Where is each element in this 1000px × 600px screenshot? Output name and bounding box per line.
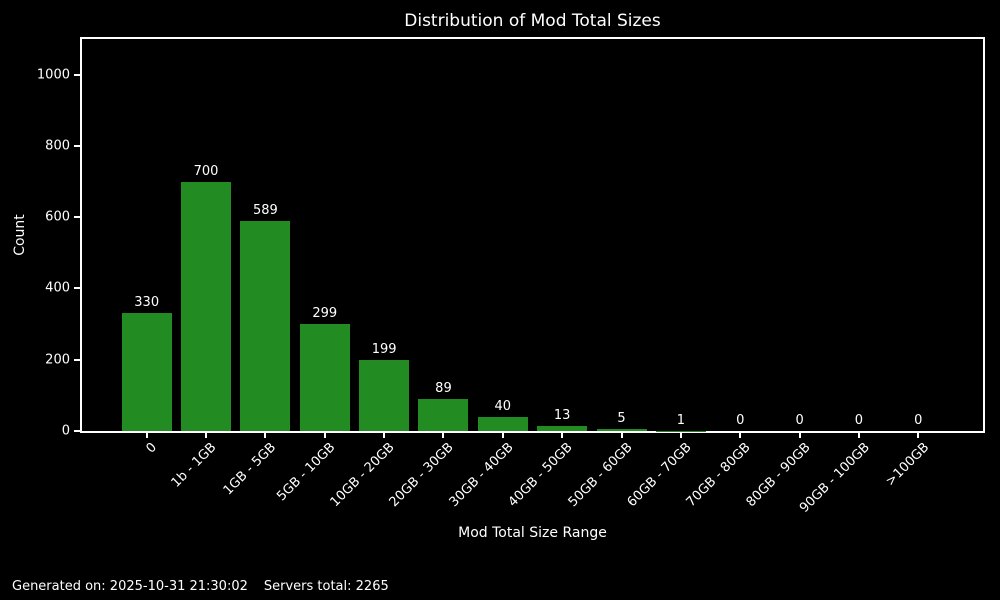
- y-tick-label-4: 800: [45, 138, 70, 154]
- bar-6: [477, 416, 528, 431]
- bar-3: [299, 324, 350, 431]
- x-tick-mark-11: [798, 433, 801, 438]
- y-tick-mark-0: [74, 430, 80, 432]
- x-tick-mark-9: [679, 433, 682, 438]
- generated-timestamp: Generated on: 2025-10-31 21:30:02: [12, 579, 248, 594]
- bar-value-label-0: 330: [134, 295, 160, 311]
- x-tick-mark-1: [205, 433, 208, 438]
- bar-value-label-8: 5: [617, 411, 626, 427]
- y-tick-label-1: 200: [45, 352, 70, 368]
- bar-value-label-1: 700: [193, 163, 219, 179]
- x-tick-mark-2: [264, 433, 267, 438]
- bar-2: [240, 221, 291, 431]
- bar-value-label-7: 13: [553, 408, 571, 424]
- bar-value-label-3: 299: [312, 306, 338, 322]
- x-tick-mark-13: [917, 433, 920, 438]
- x-tick-mark-5: [442, 433, 445, 438]
- x-tick-label-13: >100GB: [882, 440, 932, 490]
- x-tick-mark-4: [383, 433, 386, 438]
- bar-7: [537, 426, 588, 431]
- bar-4: [359, 360, 410, 431]
- y-tick-label-3: 600: [45, 209, 70, 225]
- x-tick-label-3: 5GB - 10GB: [274, 440, 339, 505]
- y-axis-label: Count: [12, 214, 28, 256]
- x-tick-label-0: 0: [143, 440, 161, 457]
- footer: Generated on: 2025-10-31 21:30:02 Servers…: [12, 579, 405, 594]
- x-tick-label-1: 1b - 1GB: [168, 440, 220, 491]
- x-axis-label: Mod Total Size Range: [458, 525, 607, 541]
- bar-1: [181, 181, 232, 431]
- bar-value-label-5: 89: [435, 381, 452, 397]
- y-tick-mark-5: [74, 73, 80, 76]
- bar-0: [121, 313, 172, 431]
- bar-value-label-13: 0: [914, 413, 923, 428]
- x-tick-mark-0: [145, 433, 148, 438]
- x-tick-mark-3: [323, 433, 326, 438]
- y-tick-mark-3: [74, 216, 80, 219]
- chart-title: Distribution of Mod Total Sizes: [404, 11, 661, 31]
- servers-total: Servers total: 2265: [263, 579, 389, 594]
- bar-value-label-6: 40: [494, 398, 512, 414]
- bar-5: [418, 399, 469, 431]
- bar-value-label-4: 199: [371, 342, 397, 358]
- x-tick-mark-10: [739, 433, 742, 438]
- y-tick-mark-2: [74, 287, 80, 290]
- bar-value-label-12: 0: [854, 413, 864, 428]
- y-tick-label-0: 0: [61, 423, 70, 439]
- y-tick-mark-1: [74, 358, 80, 361]
- bar-value-label-9: 1: [676, 412, 686, 428]
- x-tick-mark-6: [501, 433, 504, 438]
- x-tick-label-2: 1GB - 5GB: [220, 440, 280, 499]
- x-tick-mark-12: [857, 433, 860, 438]
- bar-8: [596, 429, 647, 431]
- y-tick-label-2: 400: [45, 280, 70, 296]
- x-tick-mark-8: [620, 433, 623, 438]
- bar-value-label-10: 0: [736, 413, 745, 428]
- y-tick-mark-4: [74, 144, 80, 147]
- plot-area: 330 700 589 299 199 89 40 13 5 1 0 0 0 0: [80, 37, 985, 433]
- y-tick-label-5: 1000: [36, 67, 70, 83]
- bar-value-label-2: 589: [252, 203, 278, 219]
- x-tick-mark-7: [561, 433, 564, 438]
- bar-value-label-11: 0: [795, 413, 804, 428]
